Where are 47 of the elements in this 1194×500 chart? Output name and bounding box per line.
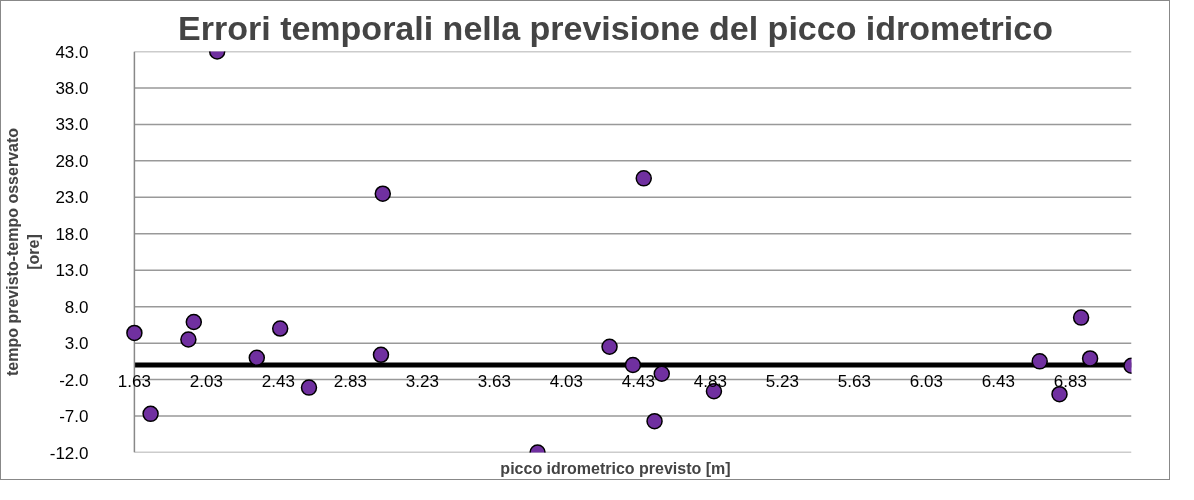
x-tick-label: 3.63 bbox=[477, 372, 511, 392]
point bbox=[653, 365, 670, 382]
x-tick-label: 4.03 bbox=[549, 372, 583, 392]
point bbox=[271, 320, 289, 337]
y-tick-label: -2.0 bbox=[59, 370, 89, 390]
point bbox=[635, 170, 652, 187]
point bbox=[646, 412, 663, 430]
y-tick-label: 23.0 bbox=[55, 188, 89, 208]
x-tick-label: 5.23 bbox=[765, 372, 799, 392]
point bbox=[180, 331, 197, 348]
y-tick-label: 8.0 bbox=[64, 297, 89, 317]
y-tick-label: 28.0 bbox=[55, 151, 89, 171]
chart-title: Errori temporali nella previsione del picco idrometrico bbox=[178, 8, 1053, 47]
x-axis-title: picco idrometrico previsto [m] bbox=[500, 459, 731, 477]
point bbox=[601, 338, 618, 356]
point bbox=[1072, 309, 1090, 326]
y-tick-label: 13.0 bbox=[55, 261, 89, 281]
x-tick-label: 6.83 bbox=[1053, 372, 1087, 392]
x-tick-label: 2.03 bbox=[189, 372, 223, 392]
point bbox=[1031, 353, 1048, 370]
y-tick-label: -7.0 bbox=[59, 407, 89, 427]
point bbox=[372, 346, 390, 364]
point bbox=[1081, 350, 1099, 367]
y-tick-label: 33.0 bbox=[55, 115, 89, 135]
point bbox=[300, 379, 318, 396]
x-tick-label: 3.23 bbox=[405, 372, 439, 392]
point bbox=[126, 324, 143, 342]
x-tick-label: 1.63 bbox=[117, 372, 151, 392]
point bbox=[624, 356, 642, 374]
y-tick-label: 43.0 bbox=[55, 42, 89, 62]
y-tick-label: 3.0 bbox=[64, 334, 89, 354]
point bbox=[374, 185, 392, 202]
y-tick-label: -12.0 bbox=[49, 443, 89, 463]
point bbox=[248, 349, 266, 366]
x-tick-label: 4.43 bbox=[621, 372, 655, 392]
point bbox=[1051, 385, 1068, 403]
point bbox=[142, 405, 159, 423]
x-tick-label: 5.63 bbox=[837, 372, 871, 392]
x-tick-label: 6.03 bbox=[909, 372, 943, 392]
y-tick-label: 18.0 bbox=[55, 224, 89, 244]
y-tick-label: 38.0 bbox=[55, 78, 89, 98]
y-axis-title: tempo previsto-tempo osservato [ore] bbox=[4, 127, 42, 377]
x-tick-label: 6.43 bbox=[981, 372, 1015, 392]
x-tick-label: 4.83 bbox=[693, 372, 727, 392]
x-tick-label: 2.43 bbox=[261, 372, 295, 392]
point bbox=[185, 313, 203, 331]
x-tick-label: 2.83 bbox=[333, 372, 367, 392]
